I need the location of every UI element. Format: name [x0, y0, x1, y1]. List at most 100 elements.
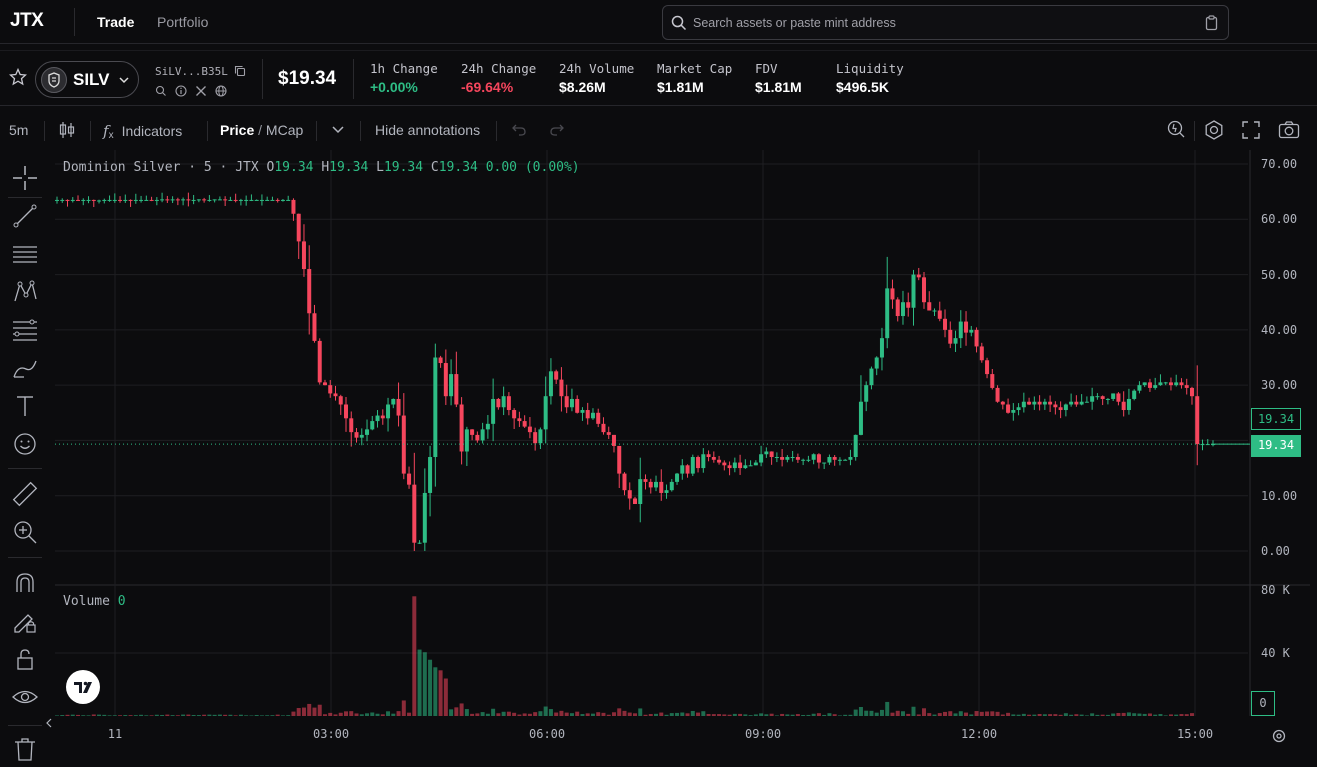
- candle-body: [1179, 382, 1184, 386]
- candle-body: [964, 321, 969, 333]
- candle-body: [344, 404, 348, 419]
- magnet-icon[interactable]: [12, 570, 38, 596]
- volume-bar: [879, 709, 884, 716]
- price-option[interactable]: Price: [220, 122, 255, 138]
- text-tool-icon[interactable]: [12, 393, 38, 419]
- app-logo[interactable]: JTX: [10, 10, 44, 31]
- search-token-icon[interactable]: [155, 85, 167, 97]
- info-icon[interactable]: [175, 85, 187, 97]
- candle-body: [590, 412, 595, 419]
- indicators-button[interactable]: fx Indicators: [103, 122, 182, 141]
- volume-bar: [1042, 714, 1047, 716]
- volume-bar: [254, 715, 259, 716]
- x-twitter-icon[interactable]: [195, 85, 207, 97]
- volume-bar: [354, 713, 359, 716]
- candle-body: [922, 277, 926, 303]
- divider: [8, 468, 42, 469]
- volume-bar: [1095, 714, 1100, 716]
- ruler-icon[interactable]: [12, 481, 38, 507]
- price-tick-label: 60.00: [1261, 212, 1298, 227]
- quick-search-icon[interactable]: [1166, 119, 1186, 139]
- camera-screenshot-icon[interactable]: [1278, 120, 1300, 140]
- candle-body: [638, 479, 643, 505]
- trend-line-icon[interactable]: [12, 203, 38, 229]
- stat-label: FDV: [755, 61, 778, 76]
- price-mcap-toggle[interactable]: Price / MCap: [220, 122, 304, 138]
- unlock-icon[interactable]: [12, 646, 38, 672]
- volume-bar: [338, 712, 343, 716]
- candle-body: [60, 199, 65, 201]
- volume-bar: [1137, 713, 1142, 716]
- candle-body: [1069, 401, 1074, 405]
- tradingview-logo[interactable]: [66, 670, 100, 704]
- candle-body: [275, 199, 280, 201]
- search-input[interactable]: [693, 13, 1193, 33]
- chevron-down-icon[interactable]: [331, 125, 345, 135]
- website-globe-icon[interactable]: [215, 85, 227, 97]
- lock-drawings-icon[interactable]: [12, 608, 38, 634]
- candle-body: [370, 421, 375, 430]
- volume-bar: [464, 709, 469, 716]
- mcap-option[interactable]: MCap: [265, 122, 304, 138]
- trash-icon[interactable]: [12, 736, 38, 762]
- volume-bar: [380, 714, 385, 716]
- candle-body: [1126, 398, 1131, 411]
- candle-body: [228, 199, 233, 201]
- volume-bar: [606, 714, 611, 716]
- candle-type-icon[interactable]: [58, 121, 76, 139]
- search-box[interactable]: [662, 5, 1229, 40]
- settings-gear-icon[interactable]: [1203, 119, 1225, 141]
- token-logo-icon: [48, 72, 60, 88]
- horizontal-lines-icon[interactable]: [12, 241, 38, 267]
- zoom-in-icon[interactable]: [12, 519, 38, 545]
- interval-selector[interactable]: 5m: [9, 122, 29, 138]
- candle-body: [81, 199, 86, 201]
- volume-bar: [307, 703, 312, 716]
- brush-icon[interactable]: [12, 355, 38, 381]
- axis-settings-icon[interactable]: [1271, 728, 1287, 744]
- candle-body: [911, 274, 916, 308]
- crosshair-icon[interactable]: [12, 165, 38, 191]
- candle-body: [979, 346, 984, 361]
- nav-trade-link[interactable]: Trade: [97, 14, 135, 30]
- stat-value: $496.5K: [836, 79, 889, 95]
- favorite-star-icon[interactable]: [9, 68, 27, 86]
- price-chart[interactable]: [0, 150, 1317, 767]
- fib-retracement-icon[interactable]: [12, 317, 38, 343]
- candle-body: [270, 199, 275, 201]
- redo-icon[interactable]: [549, 123, 565, 137]
- volume-bar: [685, 713, 690, 716]
- volume-bar: [1027, 714, 1032, 716]
- candle-body: [1053, 404, 1058, 408]
- volume-bar: [112, 715, 117, 716]
- volume-bar: [932, 714, 937, 716]
- volume-bar: [995, 711, 1000, 716]
- stat-24h-volume: 24h Volume $8.26M: [559, 61, 634, 95]
- undo-icon[interactable]: [511, 123, 527, 137]
- volume-bar: [65, 714, 70, 716]
- fullscreen-icon[interactable]: [1242, 121, 1260, 139]
- volume-bar: [611, 712, 616, 716]
- volume-bar: [1048, 714, 1053, 716]
- eye-visibility-icon[interactable]: [12, 684, 38, 710]
- volume-bar: [601, 712, 606, 716]
- nav-portfolio-link[interactable]: Portfolio: [157, 14, 209, 30]
- candle-body: [753, 462, 758, 466]
- volume-marker: 0: [1251, 691, 1275, 716]
- emoji-icon[interactable]: [12, 431, 38, 457]
- volume-bar: [86, 715, 91, 716]
- candle-body: [1027, 401, 1032, 405]
- candle-body: [386, 404, 391, 419]
- token-selector[interactable]: SILV: [35, 61, 139, 98]
- hide-annotations-button[interactable]: Hide annotations: [375, 122, 481, 138]
- divider: [74, 8, 75, 36]
- pattern-tool-icon[interactable]: [12, 279, 38, 305]
- copy-icon[interactable]: [234, 65, 246, 77]
- candle-body: [627, 490, 632, 499]
- collapse-toolbar-icon[interactable]: [45, 718, 53, 728]
- volume-bar: [1174, 714, 1179, 716]
- volume-bar: [696, 712, 701, 716]
- candle-body: [874, 357, 879, 369]
- candle-body: [569, 398, 574, 408]
- paste-icon[interactable]: [1205, 15, 1219, 31]
